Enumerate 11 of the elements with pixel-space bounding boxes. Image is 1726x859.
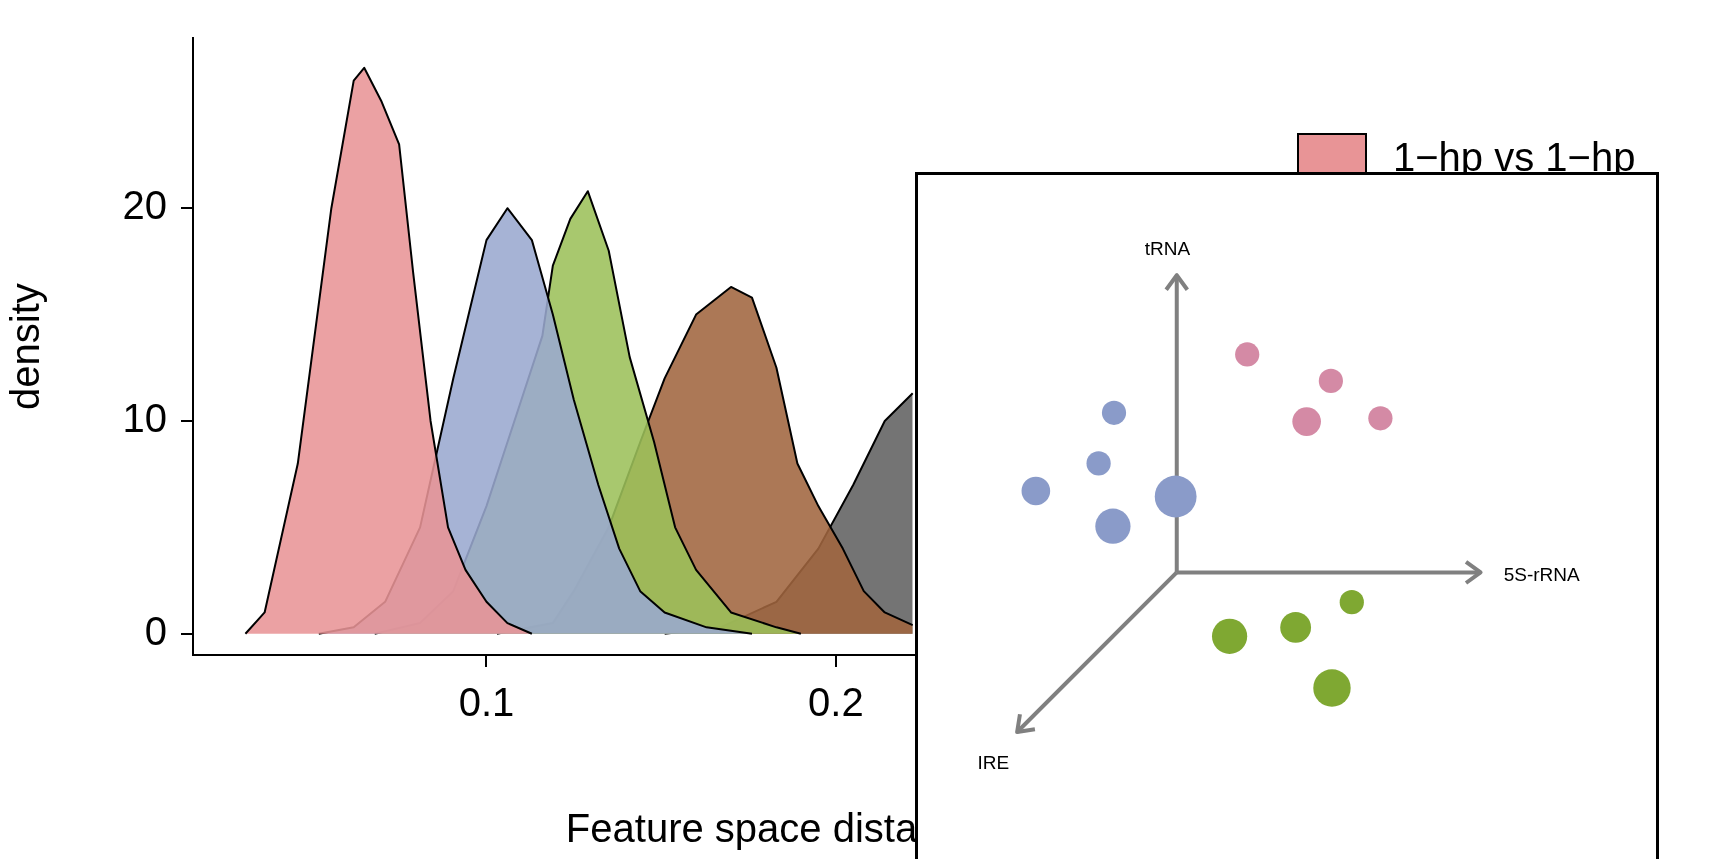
x-tick-label: 0.2 [808,680,864,725]
y-tick-label: 20 [122,183,167,228]
x-tick-label: 0.1 [458,680,515,725]
x-axis-title: Feature space dista [565,806,918,851]
annotation: tRNA [1144,237,1191,260]
y-tick-label: 0 [144,608,167,653]
text: IRE [977,751,1010,774]
text: 5S-rRNA [1503,563,1580,586]
y-axis-title: density [3,283,48,410]
legend-label: 1−hp vs 1−hp [1393,134,1636,180]
y-tick-label: 10 [122,396,167,440]
